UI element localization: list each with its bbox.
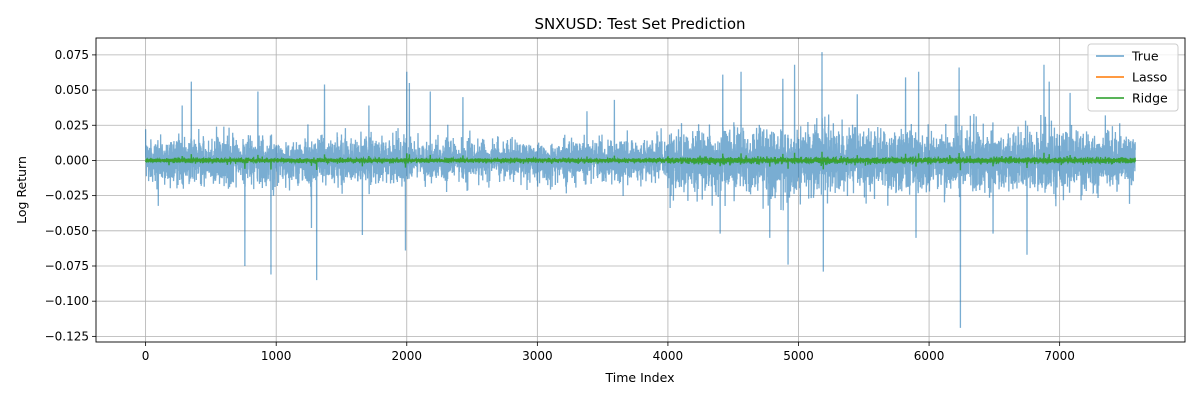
legend: True Lasso Ridge [1087, 43, 1179, 112]
legend-label: Lasso [1132, 70, 1167, 85]
x-tick-label: 3000 [522, 349, 553, 363]
y-tick-label: −0.025 [45, 189, 89, 203]
y-tick-label: 0.000 [55, 153, 89, 167]
y-axis-label: Log Return [14, 156, 29, 224]
y-axis: 0.075 0.050 0.025 0.000 −0.025 −0.050 −0.075 −0… [45, 48, 96, 343]
x-tick-label: 4000 [653, 349, 684, 363]
x-axis-label: Time Index [605, 370, 675, 385]
x-tick-label: 7000 [1044, 349, 1075, 363]
plot-frame [95, 37, 1186, 343]
series-layer [144, 52, 1136, 328]
series-line-true [144, 52, 1136, 328]
y-tick-label: −0.075 [45, 259, 89, 273]
legend-label: True [1131, 49, 1159, 64]
chart-title: SNXUSD: Test Set Prediction [534, 15, 745, 33]
series-line-ridge [144, 151, 1136, 171]
legend-box [1087, 43, 1179, 112]
x-tick-label: 5000 [783, 349, 814, 363]
x-tick-label: 6000 [914, 349, 945, 363]
y-tick-label: −0.125 [45, 329, 89, 343]
y-tick-label: 0.050 [55, 83, 89, 97]
legend-label: Ridge [1132, 91, 1168, 106]
y-tick-label: 0.025 [55, 118, 89, 132]
y-tick-label: −0.050 [45, 224, 89, 238]
y-tick-label: −0.100 [45, 294, 89, 308]
plot-area [144, 52, 1136, 328]
x-axis: 0 1000 2000 3000 4000 5000 6000 7000 [142, 342, 1075, 363]
y-tick-label: 0.075 [55, 48, 89, 62]
x-tick-label: 0 [142, 349, 150, 363]
x-tick-label: 1000 [261, 349, 292, 363]
x-tick-label: 2000 [391, 349, 422, 363]
